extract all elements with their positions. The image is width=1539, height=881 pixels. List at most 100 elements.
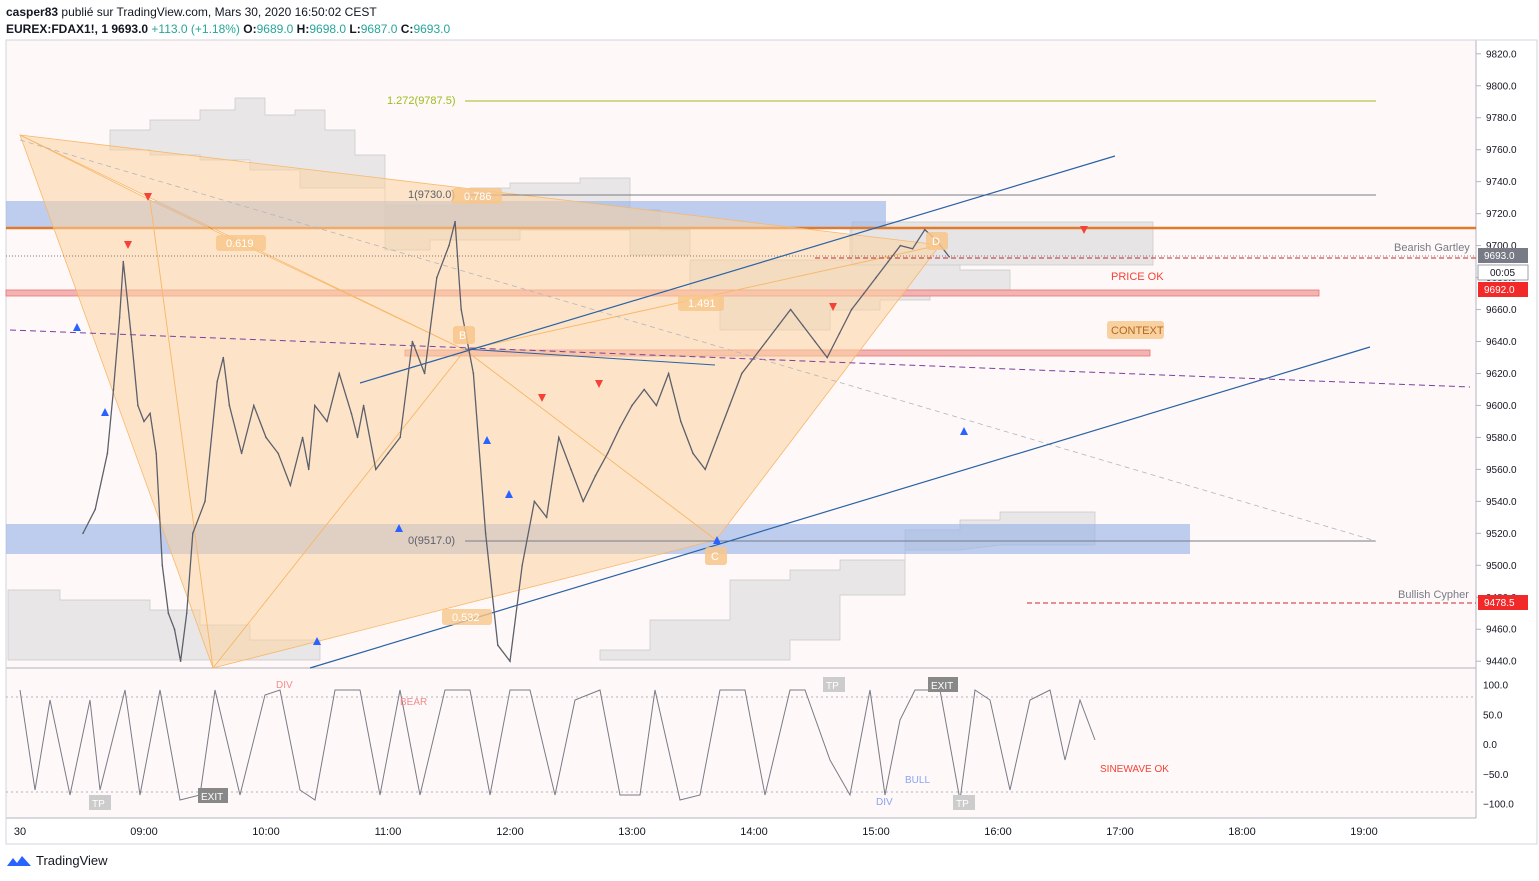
brand-name: TradingView [36, 853, 108, 868]
price-point [460, 308, 463, 311]
footer-brand[interactable]: TradingView [6, 853, 108, 868]
price-point [850, 308, 853, 311]
price-tick-label: 9580.0 [1486, 433, 1517, 444]
price-point [497, 644, 499, 647]
oscillator: DIV BEAR TP EXIT TP EXIT BULL DIV TP SIN… [6, 677, 1476, 810]
context-label: CONTEXT [1111, 325, 1164, 337]
bullish-cypher-label: Bullish Cypher [1398, 589, 1469, 601]
price-point [887, 260, 889, 263]
open-value: 9689.0 [256, 22, 294, 36]
time-axis[interactable]: 30 09:00 10:00 11:00 12:00 13:00 14:00 15:00 16:… [14, 826, 1378, 838]
symbol-label[interactable]: EUREX:FDAX1!, 1 [6, 22, 109, 36]
price-point [301, 436, 304, 439]
price-point [606, 452, 609, 455]
price-point [484, 532, 487, 535]
time-tick-label: 30 [14, 826, 26, 838]
low-value: 9687.0 [360, 22, 398, 36]
fib-1272-label: 1.272(9787.5) [387, 95, 456, 107]
high-label: H: [296, 22, 310, 36]
price-point [338, 372, 341, 375]
price-point [143, 420, 145, 423]
osc-tp-label-2: TP [92, 799, 105, 810]
time-tick-label: 13:00 [618, 826, 646, 838]
price-point [375, 468, 377, 471]
price-tick-label: 9820.0 [1486, 49, 1517, 60]
cypher-price-tag: 9478.5 [1484, 598, 1515, 609]
price-point [765, 340, 767, 343]
time-tick-label: 18:00 [1228, 826, 1256, 838]
channel-upper-line[interactable] [359, 155, 1116, 384]
oscillator-tick-label: 0.0 [1483, 740, 1497, 751]
sell-markers [124, 193, 1088, 402]
price-point [472, 372, 475, 375]
price-axis[interactable]: 9440.09460.09480.09500.09520.09540.09560… [1476, 49, 1517, 668]
time-tick-label: 10:00 [252, 826, 280, 838]
time-tick-label: 15:00 [862, 826, 890, 838]
oscillator-tick-label: 100.0 [1483, 681, 1508, 692]
harmonic-pattern[interactable] [19, 134, 941, 669]
price-point [680, 420, 682, 423]
price-point [631, 404, 633, 407]
price-point [899, 244, 902, 247]
price-point [167, 612, 170, 615]
price-point [82, 532, 84, 535]
gray-dashed-trend[interactable] [19, 139, 1377, 542]
price-change: +113.0 (+1.18%) [151, 22, 240, 36]
price-tick-label: 9740.0 [1486, 177, 1517, 188]
osc-exit-label: EXIT [931, 681, 953, 692]
price-point [314, 404, 316, 407]
price-tick-label: 9720.0 [1486, 209, 1517, 220]
purple-dashed-trend[interactable] [9, 329, 1471, 388]
price-point [875, 276, 877, 279]
price-point [356, 436, 359, 439]
price-point [594, 474, 597, 477]
last-price-tag: 9693.0 [1484, 251, 1515, 262]
point-b-label: B [459, 330, 466, 342]
osc-bear-label: BEAR [400, 697, 427, 708]
price-point [558, 436, 560, 439]
b-segment-line[interactable] [464, 348, 716, 366]
price-point [655, 404, 658, 407]
open-label: O: [243, 22, 257, 36]
oscillator-axis[interactable]: 100.0 50.0 0.0 −50.0 −100.0 [1483, 681, 1514, 811]
price-points [82, 220, 950, 663]
price-tick-label: 9700.0 [1486, 241, 1517, 252]
price-point [911, 248, 914, 250]
price-point [106, 452, 109, 455]
price-tick-label: 9520.0 [1486, 529, 1517, 540]
price-point [399, 436, 402, 439]
price-tick-label: 9540.0 [1486, 497, 1517, 508]
bearish-gartley-label: Bearish Gartley [1394, 242, 1470, 254]
price-point [161, 564, 164, 567]
price-tick-label: 9440.0 [1486, 657, 1517, 668]
price-point [240, 452, 243, 455]
price-point [582, 500, 584, 503]
price-tick-label: 9500.0 [1486, 561, 1517, 572]
point-d-label: D [932, 236, 940, 248]
buy-markers [73, 323, 968, 645]
price-point [289, 484, 292, 487]
price-point [716, 436, 719, 439]
price-point [307, 468, 310, 471]
price-point [387, 452, 389, 455]
price-point [863, 292, 865, 295]
price-point [137, 404, 139, 407]
price-point [131, 340, 133, 343]
publisher-name[interactable]: casper83 [6, 5, 59, 19]
low-label: L: [349, 22, 361, 36]
ratio-0619-label: 0.619 [226, 238, 254, 250]
price-point [173, 628, 176, 631]
price-point [204, 500, 206, 503]
price-tick-label: 9660.0 [1486, 305, 1517, 316]
price-point [728, 404, 731, 407]
price-point [423, 372, 426, 375]
time-tick-label: 14:00 [740, 826, 768, 838]
time-tick-label: 11:00 [375, 826, 402, 838]
price-point [350, 412, 353, 415]
price-point [436, 276, 438, 279]
price-point [448, 244, 450, 247]
price-point [222, 356, 225, 359]
price-point [326, 420, 328, 423]
price-point [277, 452, 280, 455]
